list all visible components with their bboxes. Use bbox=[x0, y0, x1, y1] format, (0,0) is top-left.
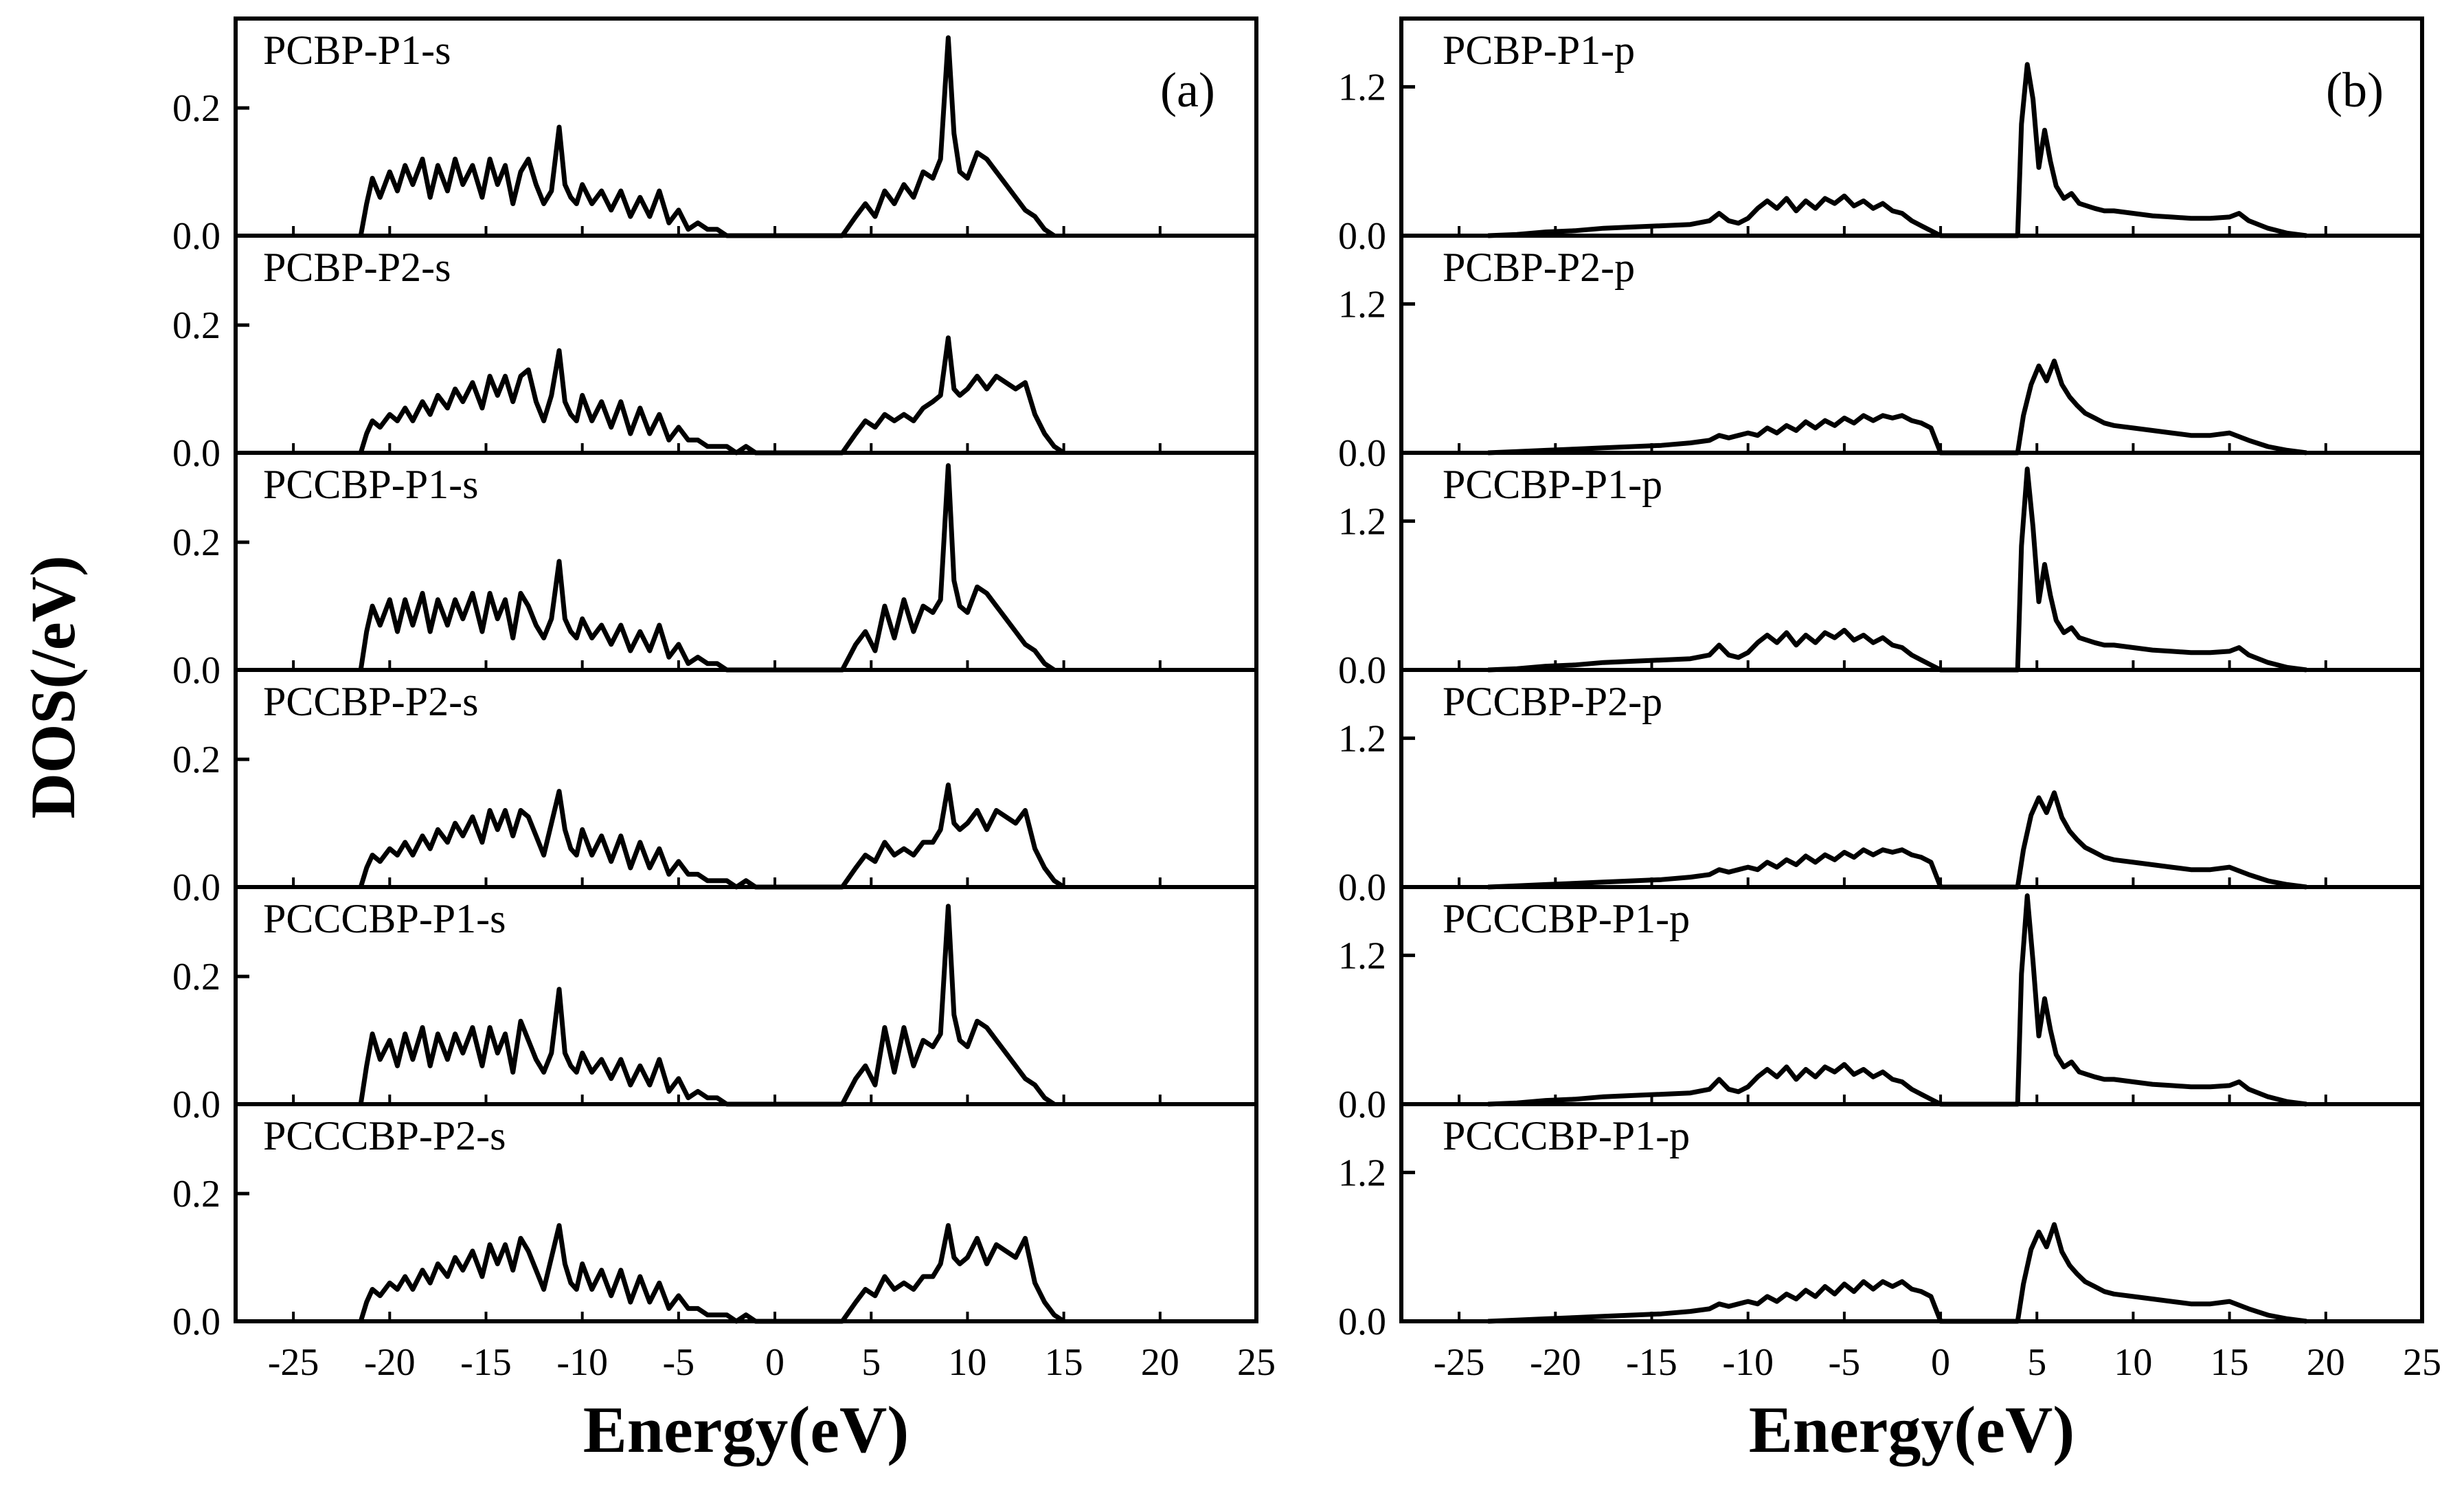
x-axis-label: Energy(eV) bbox=[583, 1393, 909, 1466]
y-tick-label: 0.0 bbox=[172, 1084, 221, 1126]
subplot-title: PCCBP-P2-p bbox=[1443, 679, 1662, 724]
y-tick-label: 0.0 bbox=[172, 215, 221, 258]
subplot-title: PCCCBP-P1-p bbox=[1443, 1113, 1690, 1158]
subplot-title: PCBP-P2-p bbox=[1443, 245, 1635, 290]
subplot-title: PCCCBP-P1-s bbox=[263, 896, 506, 941]
dos-series-line bbox=[1488, 1222, 2307, 1324]
subplot-title: PCCCBP-P1-p bbox=[1443, 896, 1690, 941]
dos-series-line bbox=[1488, 893, 2307, 1107]
x-tick-label: -10 bbox=[1722, 1341, 1774, 1384]
y-tick-label: 1.2 bbox=[1338, 66, 1386, 109]
x-tick-label: 15 bbox=[1045, 1341, 1083, 1384]
y-tick-label: 1.2 bbox=[1338, 1152, 1386, 1194]
x-tick-label: -25 bbox=[268, 1341, 319, 1384]
x-tick-label: -10 bbox=[556, 1341, 608, 1384]
y-axis-label: DOS(/eV) bbox=[18, 555, 88, 818]
panel-label: (b) bbox=[2326, 63, 2384, 117]
y-tick-label: 1.2 bbox=[1338, 934, 1386, 977]
subplot-title: PCCBP-P1-p bbox=[1443, 462, 1662, 507]
dos-series-line bbox=[358, 782, 1065, 890]
y-tick-label: 0.0 bbox=[1338, 1084, 1386, 1126]
y-tick-label: 0.0 bbox=[1338, 215, 1386, 258]
subplot-title: PCBP-P1-p bbox=[1443, 27, 1635, 73]
x-tick-label: -25 bbox=[1434, 1341, 1485, 1384]
x-tick-label: -15 bbox=[1626, 1341, 1677, 1384]
panel-label: (a) bbox=[1160, 63, 1215, 117]
x-tick-label: 25 bbox=[2403, 1341, 2441, 1384]
subplot-title: PCCBP-P1-s bbox=[263, 462, 478, 507]
y-tick-label: 1.2 bbox=[1338, 500, 1386, 543]
x-tick-label: 20 bbox=[2307, 1341, 2345, 1384]
subplot-title: PCBP-P2-s bbox=[263, 245, 451, 290]
x-tick-label: 20 bbox=[1141, 1341, 1179, 1384]
dos-series-line bbox=[358, 463, 1056, 673]
y-tick-label: 0.0 bbox=[1338, 432, 1386, 475]
y-tick-label: 0.2 bbox=[172, 1173, 221, 1215]
y-tick-label: 0.2 bbox=[172, 87, 221, 130]
dos-series-line bbox=[358, 35, 1056, 238]
y-tick-label: 0.2 bbox=[172, 522, 221, 564]
panel-a: 0.0 0.2 PCBP-P1-s 0.0 0.2 PCBP-P2-s 0.0 0.2 PCCB… bbox=[172, 16, 1276, 1466]
y-tick-label: 0.2 bbox=[172, 739, 221, 781]
x-tick-label: 10 bbox=[948, 1341, 986, 1384]
y-tick-label: 0.0 bbox=[1338, 1301, 1386, 1343]
subplot-frame bbox=[234, 1102, 1258, 1323]
dos-series-line bbox=[1488, 358, 2307, 456]
dos-series-line bbox=[358, 904, 1056, 1107]
y-tick-label: 0.0 bbox=[172, 866, 221, 909]
subplot-title: PCCBP-P2-s bbox=[263, 679, 478, 724]
y-tick-label: 0.0 bbox=[172, 649, 221, 692]
dos-series-line bbox=[358, 335, 1065, 456]
y-tick-label: 1.2 bbox=[1338, 283, 1386, 326]
dos-series-line bbox=[1488, 62, 2307, 238]
x-tick-label: 5 bbox=[861, 1341, 881, 1384]
y-tick-label: 0.0 bbox=[172, 432, 221, 475]
y-tick-label: 0.0 bbox=[1338, 866, 1386, 909]
panel-b: 0.0 1.2 PCBP-P1-p 0.0 1.2 PCBP-P2-p 0.0 1.2 PCCB… bbox=[1338, 16, 2441, 1466]
dos-series-line bbox=[358, 1223, 1065, 1324]
x-axis-label: Energy(eV) bbox=[1749, 1393, 2075, 1466]
dos-series-line bbox=[1488, 467, 2307, 673]
y-tick-label: 0.2 bbox=[172, 304, 221, 347]
dos-series-line bbox=[1488, 790, 2307, 890]
x-tick-label: -20 bbox=[1530, 1341, 1581, 1384]
x-tick-label: 15 bbox=[2211, 1341, 2249, 1384]
x-tick-label: -5 bbox=[1829, 1341, 1861, 1384]
x-tick-label: 25 bbox=[1237, 1341, 1276, 1384]
subplot-title: PCBP-P1-s bbox=[263, 27, 451, 73]
x-tick-label: -20 bbox=[364, 1341, 416, 1384]
x-tick-label: 10 bbox=[2114, 1341, 2152, 1384]
x-tick-label: 0 bbox=[1931, 1341, 1950, 1384]
y-tick-label: 0.0 bbox=[1338, 649, 1386, 692]
y-tick-label: 0.0 bbox=[172, 1301, 221, 1343]
subplot-title: PCCCBP-P2-s bbox=[263, 1113, 506, 1158]
y-tick-label: 1.2 bbox=[1338, 717, 1386, 760]
x-tick-label: 5 bbox=[2027, 1341, 2046, 1384]
x-tick-label: -5 bbox=[663, 1341, 695, 1384]
y-tick-label: 0.2 bbox=[172, 956, 221, 998]
x-tick-label: -15 bbox=[460, 1341, 512, 1384]
x-tick-label: 0 bbox=[765, 1341, 784, 1384]
subplot-frame bbox=[1399, 1102, 2424, 1323]
